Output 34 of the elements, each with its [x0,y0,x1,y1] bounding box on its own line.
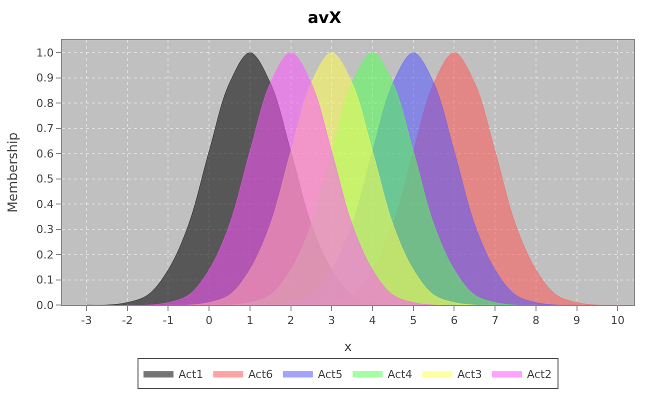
x-tick-label: 9 [573,314,580,328]
x-tick-label: -3 [81,314,92,328]
y-tick-label: 0.7 [36,122,54,136]
y-tick-label: 0.9 [36,72,54,85]
legend-label: Act5 [318,368,343,381]
y-tick-label: 0.1 [36,274,54,287]
y-axis-title: Membership [6,132,22,213]
x-tick-label: 8 [532,314,540,328]
x-tick-label: 7 [492,314,499,328]
x-tick-label: 0 [206,314,213,328]
legend-label: Act6 [248,368,273,381]
y-tick-label: 0.0 [36,298,54,312]
x-tick-label: 1 [246,314,254,328]
y-tick-label: 0.8 [36,96,54,110]
x-tick-label: 5 [410,314,417,328]
x-tick-label: 6 [450,314,458,328]
y-tick-label: 0.6 [36,147,54,160]
x-tick-label: 3 [328,314,336,328]
legend-label: Act2 [527,368,552,381]
y-tick-label: 1.0 [36,46,54,60]
x-tick-label: 10 [610,314,625,328]
chart-title: avX [308,8,342,28]
legend-label: Act4 [388,368,412,381]
legend-label: Act1 [178,368,204,381]
x-tick-label: -1 [162,314,174,328]
y-tick-label: 0.4 [36,198,54,211]
y-tick-label: 0.5 [36,172,54,186]
x-axis-title: x [344,340,352,355]
x-tick-label: 2 [287,314,294,328]
x-tick-label: 4 [369,314,376,328]
legend-label: Act3 [457,368,482,381]
y-tick-label: 0.3 [36,223,54,236]
y-tick-label: 0.2 [36,248,54,262]
x-tick-label: -2 [122,314,133,328]
